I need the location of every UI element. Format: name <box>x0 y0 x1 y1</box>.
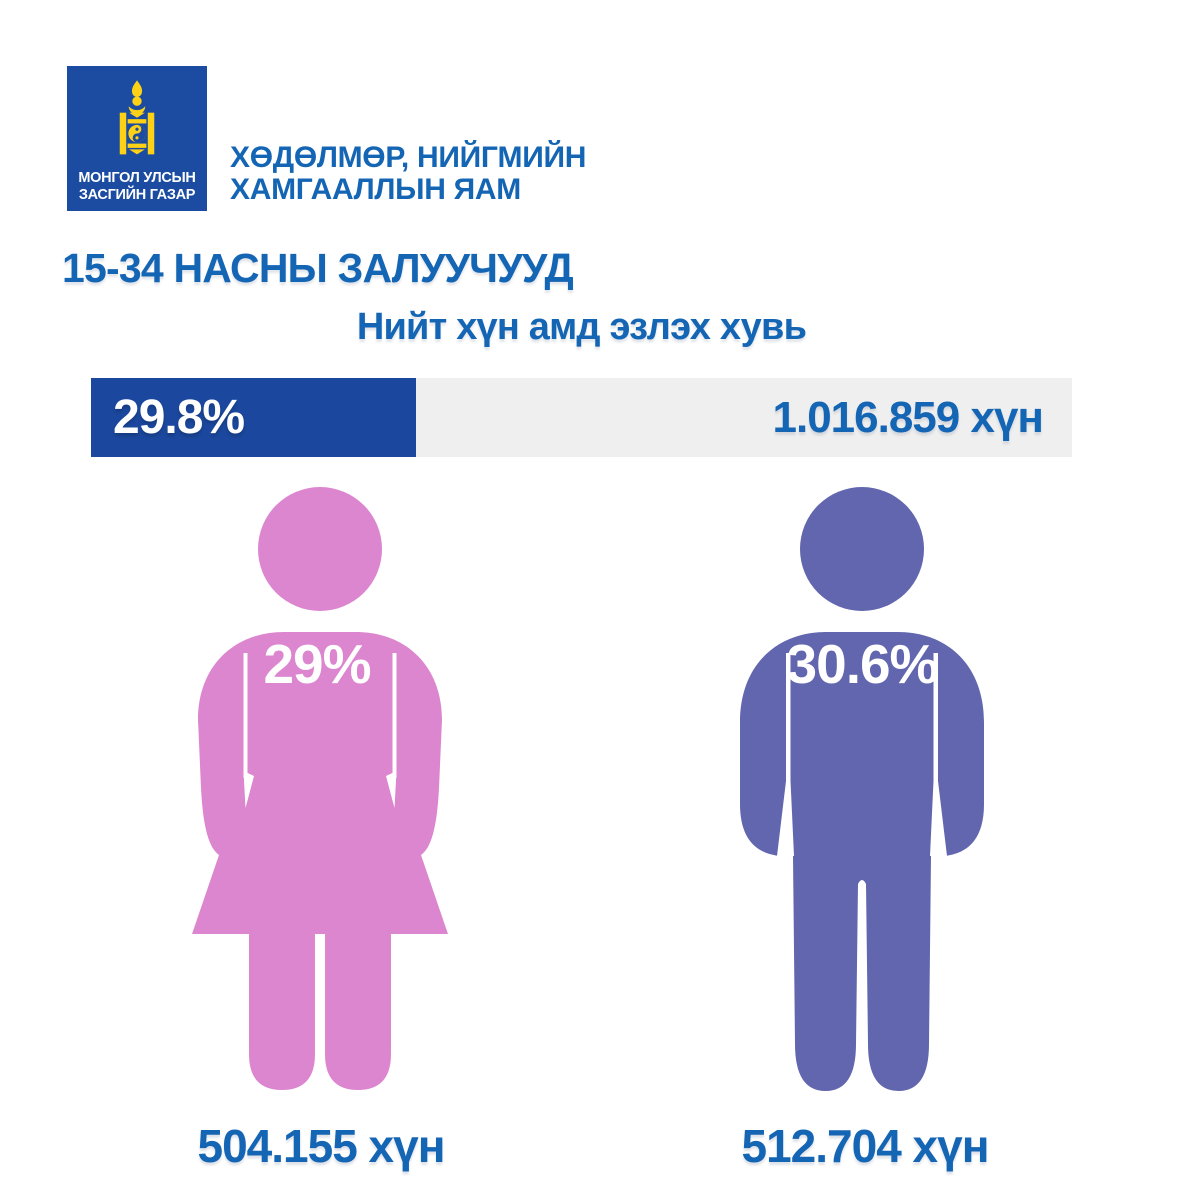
logo-text-line1: МОНГОЛ УЛСЫН <box>78 170 196 186</box>
male-arm-gaps <box>777 653 947 856</box>
male-count-label: 512.704 хүн <box>741 1120 989 1172</box>
male-silhouette <box>740 632 984 1091</box>
ministry-name: ХӨДӨЛМӨР, НИЙГМИЙН ХАМГААЛЛЫН ЯАМ <box>230 142 586 206</box>
male-figure: 30.6% <box>740 487 984 1091</box>
female-count-label: 504.155 хүн <box>197 1120 445 1172</box>
ministry-name-line1: ХӨДӨЛМӨР, НИЙГМИЙН <box>230 141 587 174</box>
female-share-label: 29% <box>263 633 370 695</box>
total-population-bar: 29.8% 1.016.859 хүн <box>91 378 1072 457</box>
male-silhouette <box>800 487 924 611</box>
female-silhouette <box>258 487 382 611</box>
chart-subtitle: Нийт хүн амд эзлэх хувь <box>356 306 807 348</box>
male-share-label: 30.6% <box>787 633 938 695</box>
logo-text: МОНГОЛ УЛСЫН ЗАСГИЙН ГАЗАР <box>67 170 207 204</box>
logo-text-line2: ЗАСГИЙН ГАЗАР <box>78 187 196 203</box>
female-figure: 29% <box>192 487 448 1090</box>
total-share-label: 29.8% <box>113 391 245 444</box>
total-population-label: 1.016.859 хүн <box>772 392 1044 442</box>
female-silhouette <box>192 632 448 1090</box>
ministry-name-line2: ХАМГААЛЛЫН ЯАМ <box>230 173 521 206</box>
bar-fill: 29.8% <box>91 378 416 457</box>
soyombo-icon <box>119 80 155 155</box>
page-title: 15-34 НАСНЫ ЗАЛУУЧУУД <box>62 245 574 291</box>
government-logo: МОНГОЛ УЛСЫН ЗАСГИЙН ГАЗАР <box>67 66 207 211</box>
female-arm-gaps <box>243 653 397 808</box>
